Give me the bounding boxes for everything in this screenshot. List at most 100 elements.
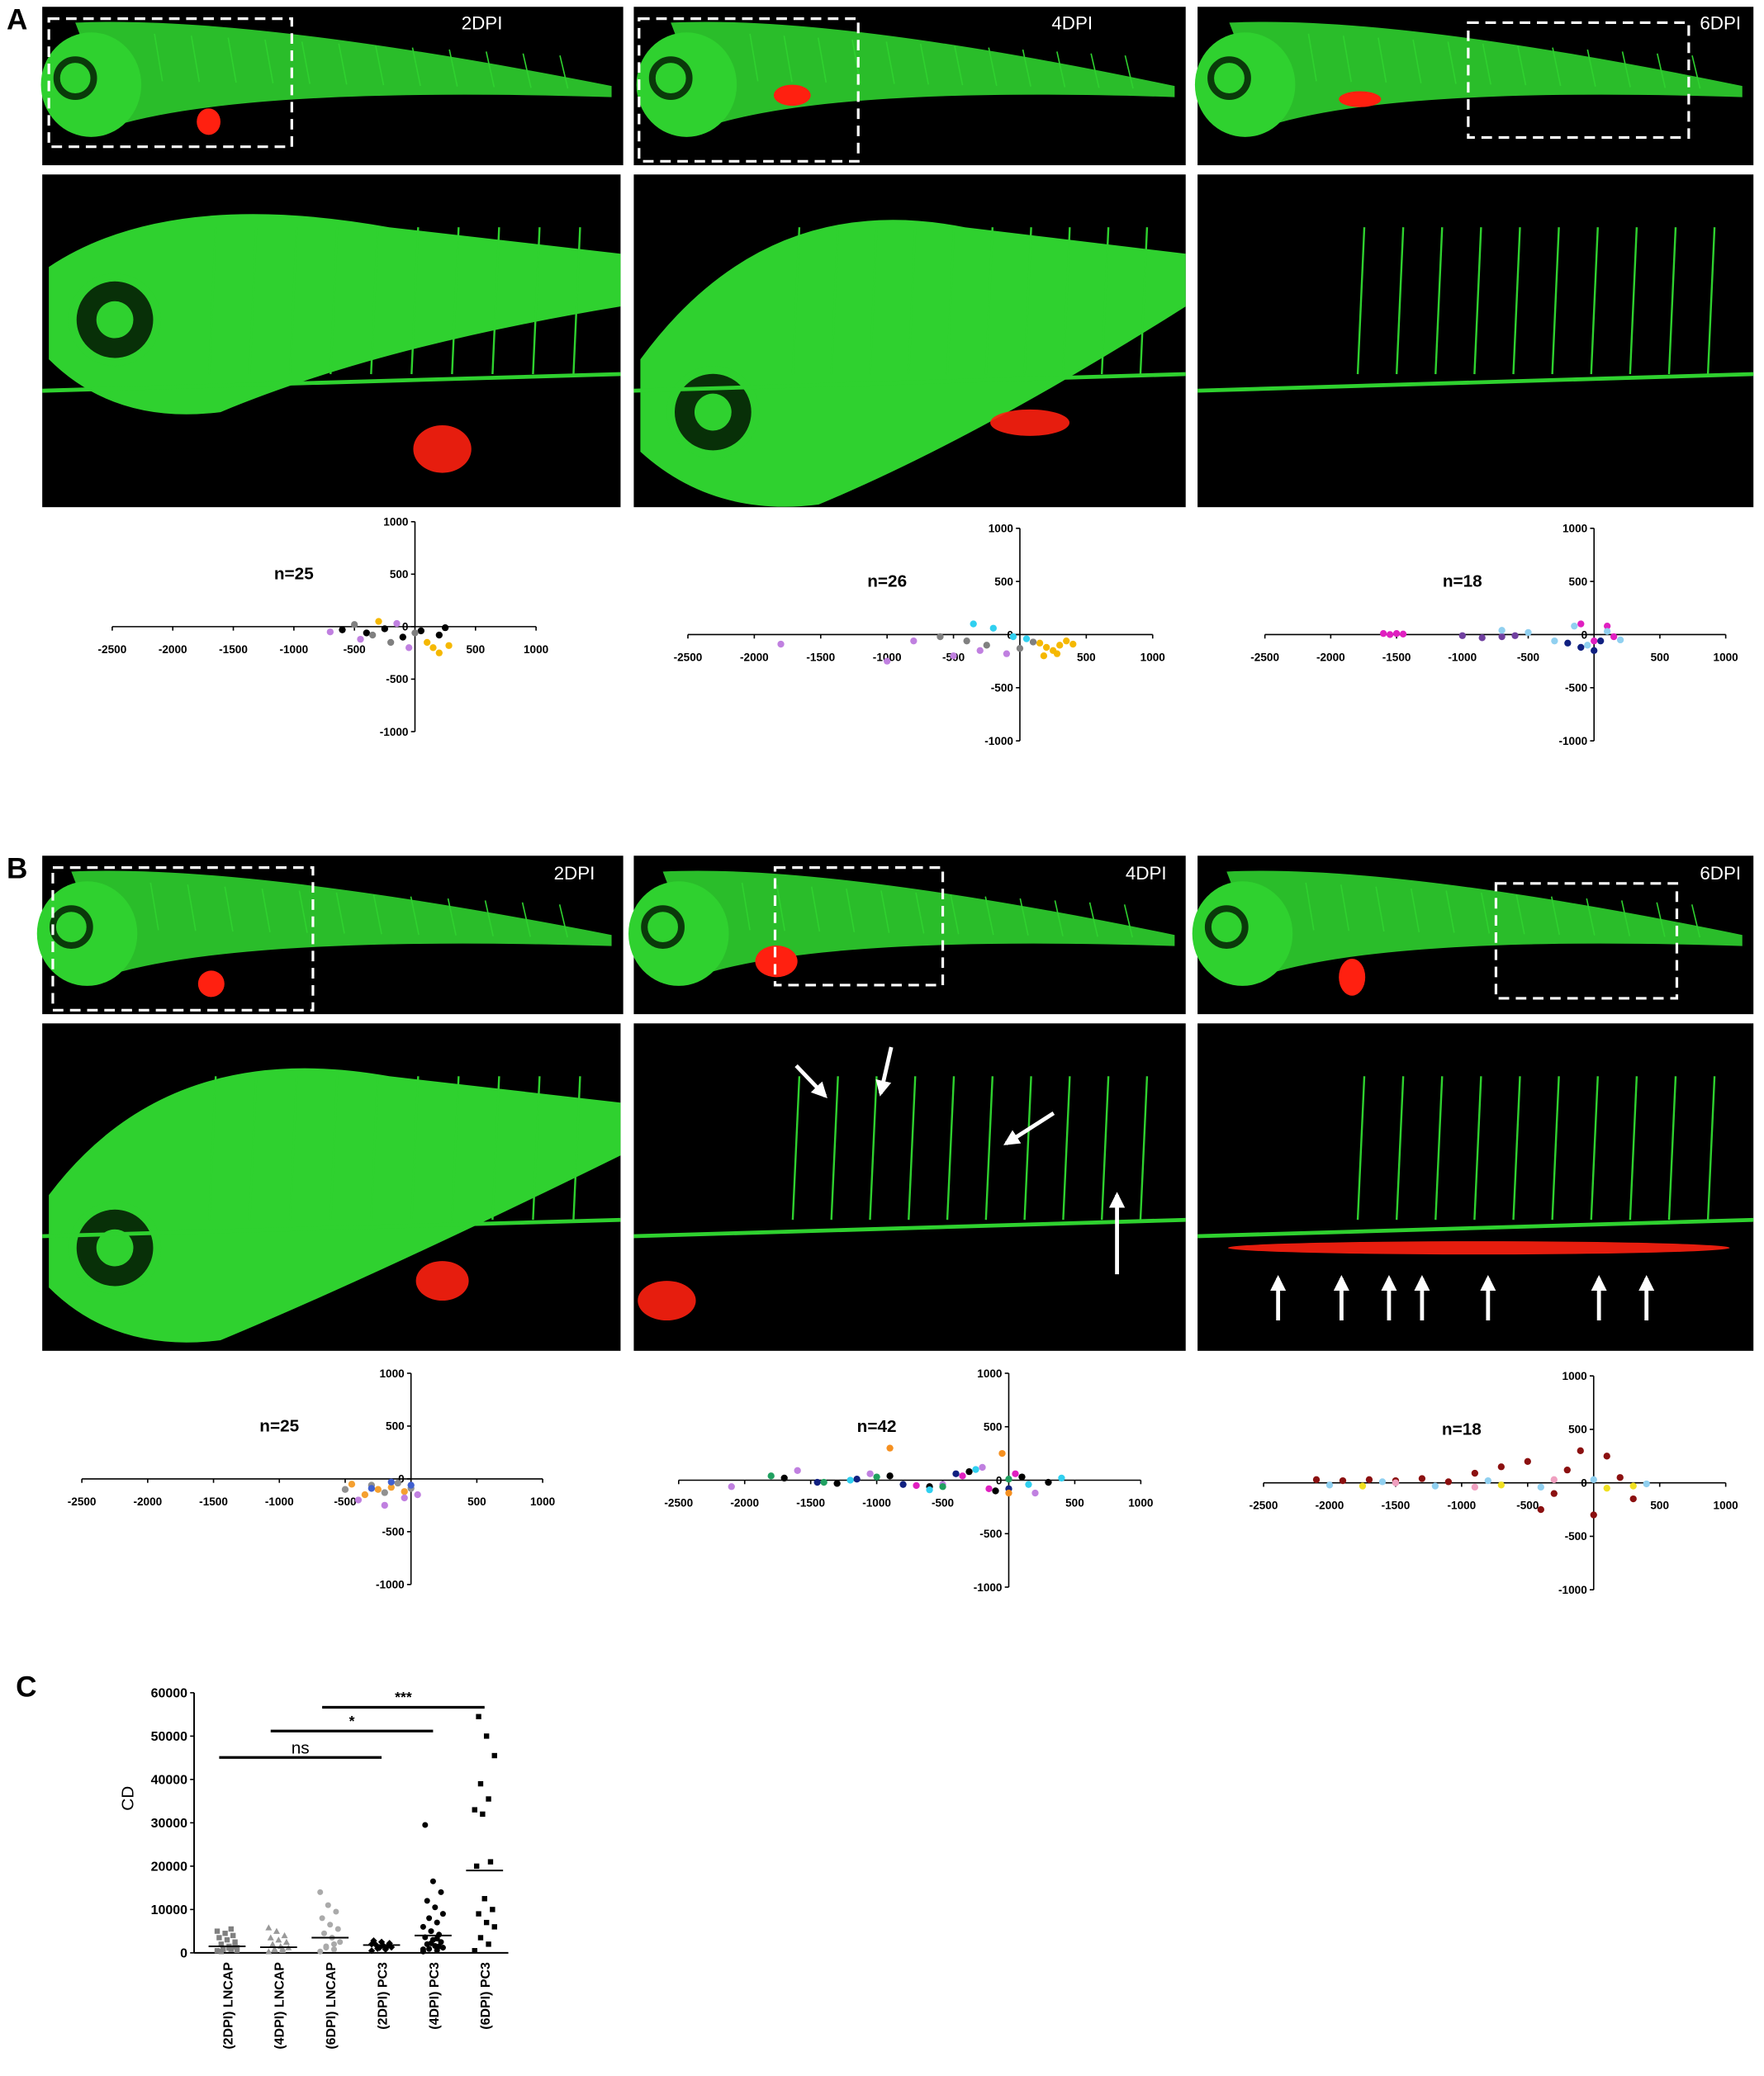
point <box>794 1467 801 1474</box>
point <box>728 1483 735 1491</box>
point <box>1571 623 1578 630</box>
x-tick-label: -2500 <box>664 1496 693 1509</box>
point <box>445 642 453 649</box>
point <box>1036 639 1044 647</box>
point <box>910 637 918 645</box>
vessel <box>208 227 217 375</box>
point <box>992 1487 999 1495</box>
point <box>1069 640 1077 648</box>
x-tick-label: 500 <box>467 1495 486 1508</box>
point <box>317 1889 324 1895</box>
vessel <box>1551 227 1560 375</box>
point <box>1497 1481 1505 1489</box>
y-tick-label: 0 <box>1581 1476 1587 1489</box>
point <box>411 629 419 637</box>
x-tick-label: -500 <box>1517 651 1539 663</box>
vessel <box>1512 227 1521 375</box>
vessel <box>633 1217 1186 1239</box>
vessel <box>988 47 998 87</box>
vessel <box>1629 227 1638 375</box>
x-tick-label: -2000 <box>159 643 187 656</box>
vessel <box>1656 902 1666 937</box>
y-tick-label: -1000 <box>380 726 409 738</box>
vessel <box>1552 47 1562 87</box>
vessel <box>1667 227 1677 375</box>
point <box>1590 1476 1597 1483</box>
zoom-head <box>49 214 621 415</box>
point <box>1497 1463 1505 1471</box>
y-tick-label: 0 <box>180 1946 187 1960</box>
point <box>429 1878 436 1884</box>
point <box>486 1796 491 1802</box>
vessel <box>1590 227 1599 375</box>
point <box>1537 1505 1544 1514</box>
vessel <box>1056 51 1066 88</box>
point <box>436 1943 443 1950</box>
point <box>1386 631 1394 638</box>
vessel <box>869 227 878 375</box>
point <box>1603 1453 1610 1460</box>
vessel <box>1656 53 1667 88</box>
vessel <box>1621 51 1631 88</box>
vessel <box>810 886 821 932</box>
vessel <box>1088 902 1098 937</box>
zoom-box <box>1494 882 1679 1000</box>
vessel <box>791 227 801 375</box>
point <box>428 1928 434 1935</box>
point <box>813 1478 821 1486</box>
vessel <box>375 45 385 86</box>
point <box>952 1470 960 1477</box>
point <box>1399 630 1407 637</box>
x-tick-label: 500 <box>1651 651 1670 663</box>
point <box>230 1932 236 1939</box>
point <box>1339 1476 1347 1485</box>
tumor <box>1339 91 1382 107</box>
tumor <box>773 84 811 107</box>
point <box>472 1807 477 1813</box>
y-tick-label: 0 <box>398 1473 405 1486</box>
y-tick-label: 1000 <box>1562 1370 1587 1382</box>
point <box>434 1936 440 1942</box>
vessel <box>572 227 581 375</box>
point <box>1550 1476 1558 1483</box>
point <box>368 1485 376 1492</box>
point <box>325 1902 331 1908</box>
vessel <box>1340 884 1350 931</box>
y-tick-label: 0 <box>402 621 409 633</box>
point <box>267 1934 274 1941</box>
fish-eye <box>641 905 685 949</box>
point <box>884 657 891 665</box>
point <box>777 640 785 648</box>
x-tick-label: -1500 <box>1382 651 1411 663</box>
point <box>998 1449 1006 1457</box>
y-tick-label: 1000 <box>1562 523 1587 535</box>
vessel <box>984 227 994 375</box>
vessel <box>1062 227 1071 375</box>
point <box>387 1483 395 1491</box>
vessel <box>330 227 339 375</box>
point <box>1063 637 1070 645</box>
tumor <box>415 1261 469 1301</box>
vessel <box>491 227 500 375</box>
fish-eye <box>1207 56 1251 100</box>
point <box>351 621 358 628</box>
x-tick-label: -500 <box>1516 1500 1539 1512</box>
point <box>473 1863 480 1870</box>
point <box>426 1946 433 1952</box>
vessel <box>451 227 460 375</box>
vessel <box>1062 1076 1071 1220</box>
vessel <box>1447 41 1457 84</box>
x-tick-label: -2500 <box>674 651 703 663</box>
point <box>429 644 437 652</box>
vessel <box>572 1076 581 1220</box>
point <box>441 623 449 632</box>
vessel <box>1620 900 1631 936</box>
point <box>1431 1482 1439 1490</box>
point <box>414 1491 421 1499</box>
point <box>970 620 977 628</box>
vessel <box>1023 1076 1032 1220</box>
point <box>1577 620 1585 628</box>
vessel <box>908 227 917 375</box>
vessel <box>187 884 197 931</box>
point <box>401 1488 408 1495</box>
